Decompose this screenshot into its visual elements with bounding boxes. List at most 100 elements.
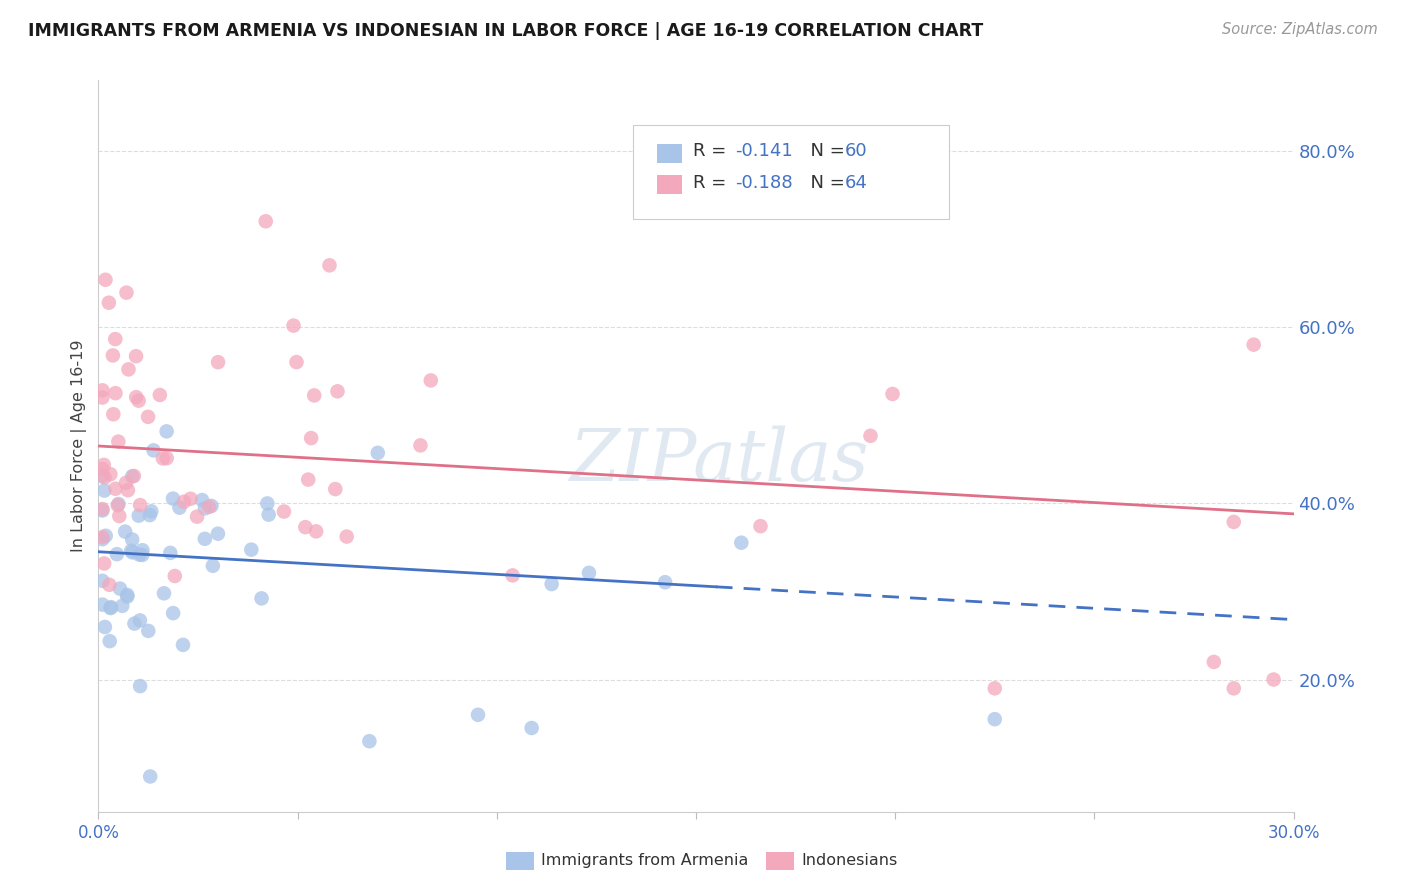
Point <box>1243 337 1265 351</box>
Point <box>93 470 115 484</box>
Point <box>502 568 524 582</box>
Text: -0.188: -0.188 <box>735 174 793 192</box>
Text: ZIPatlas: ZIPatlas <box>569 425 870 496</box>
Point <box>128 393 150 408</box>
Point <box>419 373 441 387</box>
Point <box>91 503 114 517</box>
Point <box>169 500 191 515</box>
Point <box>326 384 349 399</box>
Point <box>124 616 146 631</box>
Point <box>117 483 139 498</box>
Text: R =: R = <box>693 174 733 192</box>
Point <box>100 467 122 482</box>
Point <box>104 332 127 346</box>
Point <box>129 498 152 512</box>
Point <box>467 707 489 722</box>
Point <box>93 458 115 472</box>
Point <box>294 520 316 534</box>
Point <box>149 388 172 402</box>
Point <box>139 769 162 783</box>
Point <box>93 483 115 498</box>
Text: 64: 64 <box>845 174 868 192</box>
Point <box>359 734 381 748</box>
Point <box>256 496 278 510</box>
Point <box>104 386 127 401</box>
Point <box>1263 673 1285 687</box>
Point <box>240 542 263 557</box>
Point <box>172 638 194 652</box>
Point <box>367 446 389 460</box>
Point <box>100 600 122 615</box>
Point <box>194 501 217 516</box>
Point <box>131 543 153 558</box>
Point <box>103 407 125 421</box>
Point <box>139 508 162 523</box>
Point <box>93 557 115 571</box>
Point <box>297 473 319 487</box>
Point <box>156 451 179 466</box>
Point <box>117 590 139 604</box>
Point <box>125 390 148 404</box>
Y-axis label: In Labor Force | Age 16-19: In Labor Force | Age 16-19 <box>72 340 87 552</box>
Point <box>1202 655 1225 669</box>
Point <box>91 502 114 516</box>
Point <box>540 577 562 591</box>
Point <box>129 679 152 693</box>
Point <box>115 285 138 300</box>
Point <box>107 498 129 512</box>
Point <box>859 429 882 443</box>
Point <box>159 546 181 560</box>
Point <box>173 494 195 508</box>
Point <box>94 529 117 543</box>
Point <box>105 547 128 561</box>
Point <box>285 355 308 369</box>
Text: Indonesians: Indonesians <box>801 854 897 868</box>
Point <box>91 391 114 405</box>
Point <box>128 508 150 523</box>
Point <box>114 524 136 539</box>
Point <box>305 524 328 539</box>
Point <box>97 295 120 310</box>
Point <box>984 681 1007 696</box>
Point <box>299 431 322 445</box>
Point <box>191 493 214 508</box>
Point <box>749 519 772 533</box>
Point <box>152 451 174 466</box>
Point <box>121 469 143 483</box>
Text: 60: 60 <box>845 142 868 160</box>
Point <box>122 469 145 483</box>
Point <box>273 504 295 518</box>
Point <box>162 491 184 506</box>
Point <box>194 532 217 546</box>
Point <box>156 425 179 439</box>
Point <box>91 384 114 398</box>
Point <box>107 497 129 511</box>
Point <box>98 578 121 592</box>
Point <box>121 545 143 559</box>
Point <box>162 606 184 620</box>
Point <box>94 273 117 287</box>
Point <box>91 462 114 476</box>
Point <box>180 491 202 506</box>
Point <box>101 348 124 362</box>
Point <box>283 318 305 333</box>
Point <box>117 362 139 376</box>
Point <box>1223 681 1246 696</box>
Point <box>198 500 221 514</box>
Point <box>302 388 325 402</box>
Point <box>186 509 208 524</box>
Point <box>200 499 222 513</box>
Text: R =: R = <box>693 142 733 160</box>
Point <box>163 569 186 583</box>
Point <box>136 624 159 638</box>
Point <box>104 482 127 496</box>
Point <box>254 214 277 228</box>
Text: N =: N = <box>799 142 851 160</box>
Point <box>142 443 165 458</box>
Point <box>91 530 114 544</box>
Point <box>115 475 138 490</box>
Point <box>131 548 153 562</box>
Point <box>108 509 131 524</box>
Point <box>730 535 752 549</box>
Point <box>125 349 148 363</box>
